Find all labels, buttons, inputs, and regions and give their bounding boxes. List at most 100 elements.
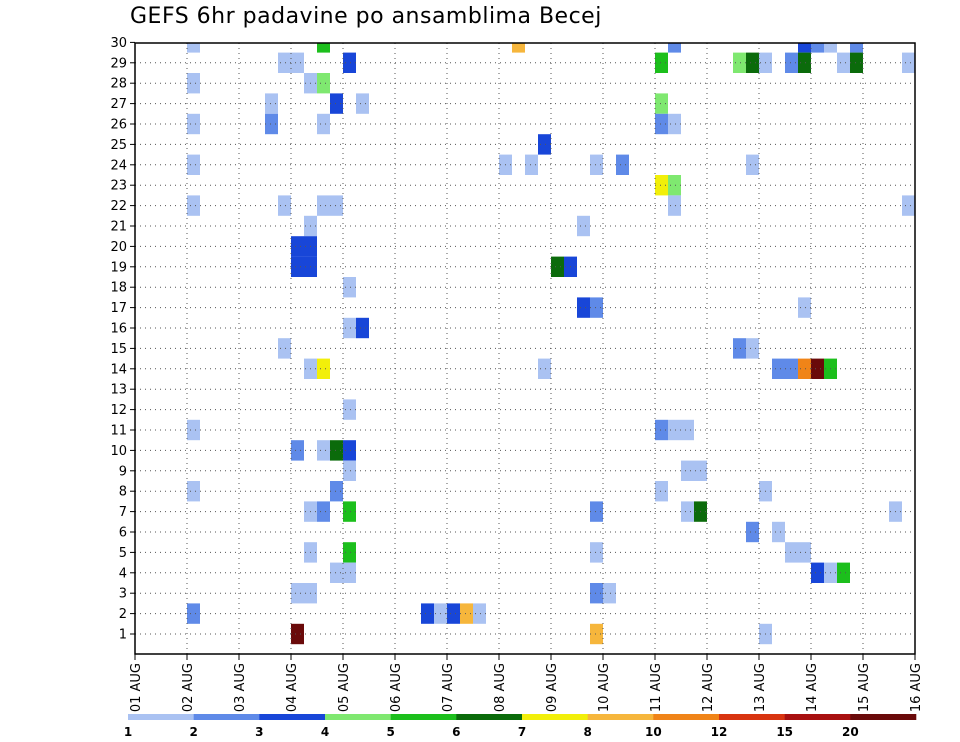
x-tick-label: 14 AUG	[805, 663, 820, 712]
heatmap-cell	[330, 481, 343, 502]
y-tick-label: 5	[119, 546, 127, 561]
heatmap-cell	[590, 297, 603, 318]
y-tick-label: 18	[110, 281, 127, 296]
heatmap-cell	[343, 542, 356, 563]
y-tick-label: 24	[110, 158, 127, 173]
y-tick-label: 14	[110, 362, 127, 377]
colorbar-swatch	[784, 714, 851, 720]
heatmap-cell	[681, 501, 694, 522]
heatmap-cell	[421, 603, 434, 624]
colorbar-label: 1	[124, 725, 132, 739]
heatmap-cell	[590, 154, 603, 175]
heatmap-cell	[811, 43, 824, 53]
heatmap-cell	[187, 481, 200, 502]
heatmap-cell	[525, 154, 538, 175]
chart-title: GEFS 6hr padavine po ansamblima Becej	[130, 4, 602, 29]
heatmap-cell	[265, 113, 278, 135]
heatmap-cell	[668, 419, 681, 441]
x-tick-label: 09 AUG	[545, 663, 560, 712]
heatmap-cell	[798, 297, 811, 318]
colorbar: 1 2 3 4 5 6 7 8 10 12 15 20	[124, 714, 917, 739]
x-tick-label: 01 AUG	[129, 663, 144, 712]
x-tick-label: 13 AUG	[753, 663, 768, 712]
y-tick-label: 22	[110, 199, 127, 214]
heatmap-cell	[655, 93, 668, 114]
y-tick-label: 28	[110, 77, 127, 92]
heatmap-cell	[798, 43, 811, 53]
heatmap-cell	[512, 43, 525, 53]
colorbar-swatch	[456, 714, 523, 720]
heatmap-cell	[668, 195, 681, 216]
y-tick-label: 27	[110, 97, 127, 112]
colorbar-swatch	[128, 714, 194, 720]
colorbar-label: 4	[321, 725, 329, 739]
colorbar-label: 7	[518, 725, 526, 739]
heatmap-cell	[785, 542, 798, 563]
colorbar-label: 10	[645, 725, 662, 739]
heatmap-cell	[278, 338, 291, 359]
y-tick-label: 30	[110, 36, 127, 51]
heatmap-cell	[798, 52, 811, 73]
heatmap-cell	[590, 501, 603, 522]
heatmap-cell	[317, 501, 330, 522]
colorbar-swatch	[719, 714, 785, 720]
heatmap-cell	[837, 52, 850, 73]
y-tick-label: 6	[119, 526, 127, 541]
heatmap-cell	[330, 440, 343, 461]
y-tick-label: 20	[110, 240, 127, 255]
colorbar-swatch	[850, 714, 917, 720]
heatmap-cell	[902, 195, 915, 216]
heatmap-cell	[460, 603, 473, 624]
x-axis: 01 AUG 02 AUG 03 AUG 04 AUG 05 AUG 06 AUG 07 A…	[129, 654, 924, 712]
heatmap-cell	[317, 113, 330, 135]
heatmap-cell	[772, 358, 785, 379]
y-tick-label: 15	[110, 342, 127, 357]
heatmap-cell	[590, 542, 603, 563]
cells-layer	[187, 43, 915, 645]
x-tick-label: 16 AUG	[909, 663, 924, 712]
y-axis: 1234567891011121314151617181920212223242…	[110, 36, 135, 643]
heatmap-cell	[681, 460, 694, 481]
x-tick-label: 05 AUG	[337, 663, 352, 712]
y-tick-label: 1	[119, 628, 127, 643]
heatmap-cell	[746, 521, 759, 543]
heatmap-cell	[551, 256, 564, 277]
x-tick-label: 08 AUG	[493, 663, 508, 712]
colorbar-swatch	[653, 714, 720, 720]
heatmap-cell	[798, 358, 811, 379]
colorbar-label: 12	[711, 725, 728, 739]
heatmap-cell	[278, 52, 291, 73]
heatmap-cell	[616, 154, 629, 175]
heatmap-cell	[187, 419, 200, 441]
colorbar-label: 2	[189, 725, 197, 739]
heatmap-cell	[187, 195, 200, 216]
heatmap-cell	[668, 43, 681, 53]
x-tick-label: 10 AUG	[597, 663, 612, 712]
heatmap-cell	[590, 583, 603, 604]
x-tick-label: 15 AUG	[857, 663, 872, 712]
heatmap-cell	[785, 52, 798, 73]
y-tick-label: 9	[119, 464, 127, 479]
heatmap-cell	[343, 317, 356, 339]
grid-layer	[135, 43, 915, 654]
heatmap-cell	[291, 623, 304, 645]
heatmap-cell	[291, 52, 304, 73]
heatmap-cell	[317, 73, 330, 94]
heatmap-cell	[291, 440, 304, 461]
heatmap-cell	[824, 43, 837, 53]
heatmap-cell	[343, 399, 356, 420]
heatmap-cell	[850, 52, 863, 73]
heatmap-cell	[343, 52, 356, 73]
y-tick-label: 10	[110, 444, 127, 459]
heatmap-cell	[187, 43, 200, 53]
y-tick-label: 13	[110, 383, 127, 398]
heatmap-cell	[811, 358, 824, 379]
heatmap-cell	[603, 583, 616, 604]
heatmap-cell	[317, 195, 330, 216]
heatmap-cell	[655, 175, 668, 196]
heatmap-cell	[187, 154, 200, 175]
heatmap-cell	[265, 93, 278, 114]
heatmap-cell	[746, 154, 759, 175]
x-tick-label: 11 AUG	[649, 663, 664, 712]
x-tick-label: 03 AUG	[233, 663, 248, 712]
